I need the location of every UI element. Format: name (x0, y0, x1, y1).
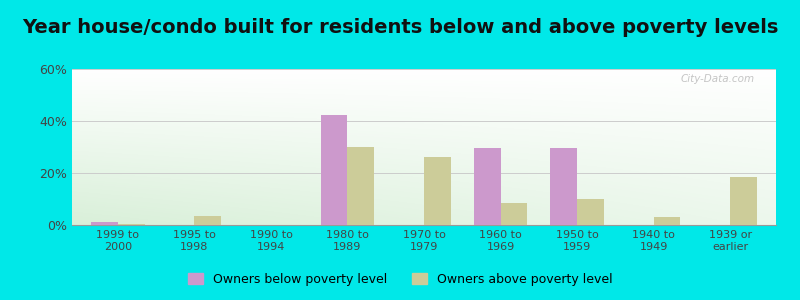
Bar (654, 217, 680, 225)
Text: City-Data.com: City-Data.com (681, 74, 755, 84)
Bar (118, 224, 145, 225)
Text: Year house/condo built for residents below and above poverty levels: Year house/condo built for residents bel… (22, 18, 778, 37)
Legend: Owners below poverty level, Owners above poverty level: Owners below poverty level, Owners above… (182, 268, 618, 291)
Bar (194, 216, 222, 225)
Bar (474, 148, 501, 225)
Bar (577, 199, 604, 225)
Bar (501, 203, 527, 225)
Bar (321, 115, 347, 225)
Bar (347, 147, 374, 225)
Bar (91, 222, 118, 225)
Bar (730, 177, 757, 225)
Bar (550, 148, 577, 225)
Bar (424, 158, 450, 225)
